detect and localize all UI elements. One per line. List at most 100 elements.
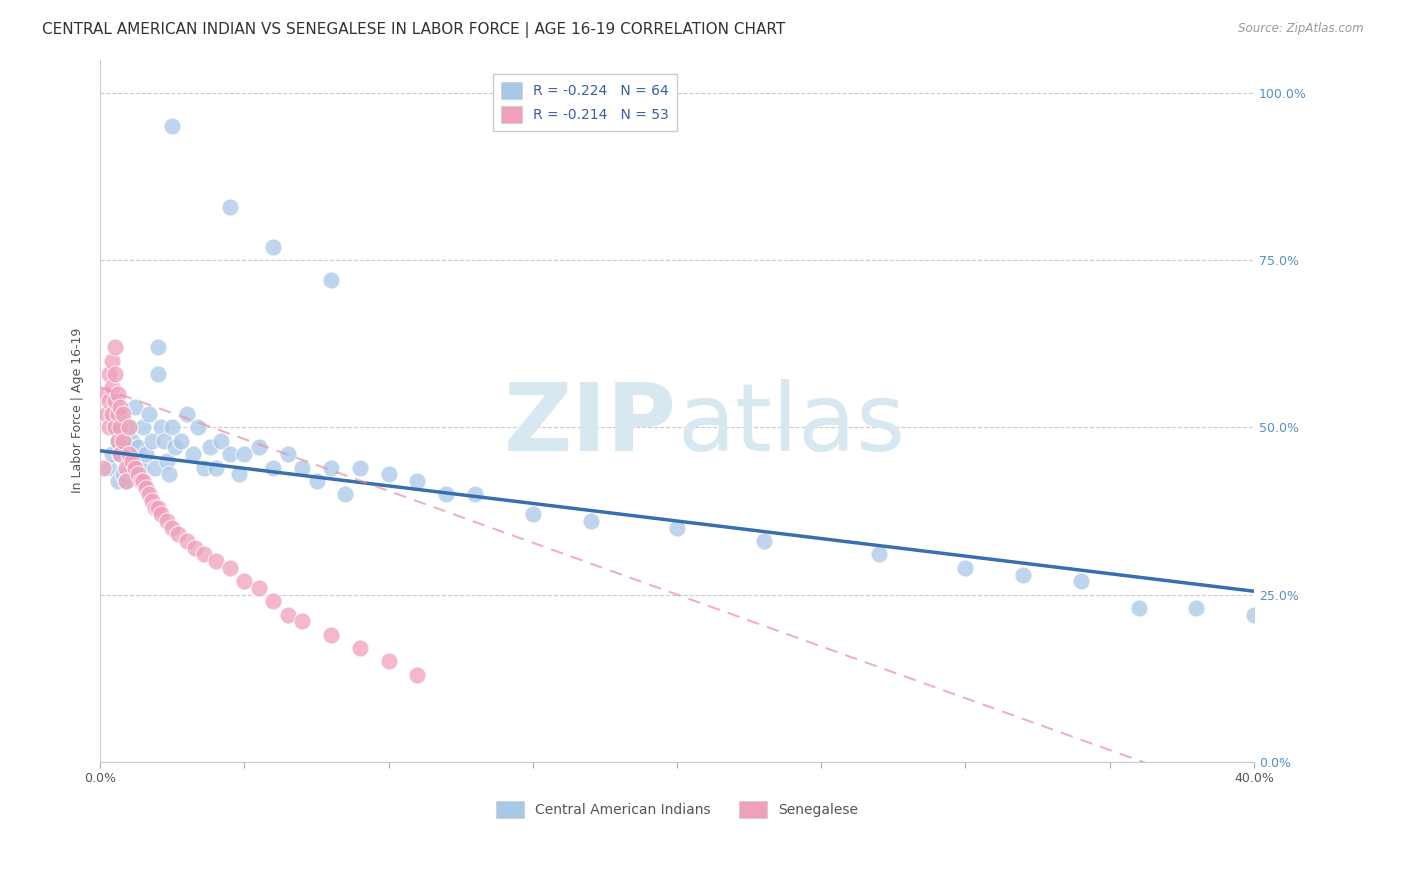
Point	[167, 527, 190, 541]
Point	[233, 447, 256, 461]
Point	[115, 441, 138, 455]
Point	[149, 508, 172, 522]
Point	[143, 500, 166, 515]
Point	[104, 420, 127, 434]
Point	[129, 474, 152, 488]
Point	[138, 407, 160, 421]
Point	[110, 407, 132, 421]
Point	[162, 521, 184, 535]
Point	[277, 607, 299, 622]
Point	[112, 427, 135, 442]
Point	[233, 574, 256, 589]
Point	[104, 420, 127, 434]
Point	[335, 487, 357, 501]
Point	[406, 668, 429, 682]
Point	[291, 460, 314, 475]
Point	[187, 420, 209, 434]
Point	[1128, 601, 1150, 615]
Point	[955, 561, 977, 575]
Point	[262, 460, 284, 475]
Point	[121, 434, 143, 448]
Text: Source: ZipAtlas.com: Source: ZipAtlas.com	[1239, 22, 1364, 36]
Point	[138, 487, 160, 501]
Point	[291, 615, 314, 629]
Point	[146, 500, 169, 515]
Point	[184, 541, 207, 555]
Point	[115, 460, 138, 475]
Point	[1070, 574, 1092, 589]
Legend: Central American Indians, Senegalese: Central American Indians, Senegalese	[489, 794, 865, 825]
Point	[94, 387, 117, 401]
Point	[118, 420, 141, 434]
Point	[209, 434, 232, 448]
Point	[1243, 607, 1265, 622]
Point	[170, 434, 193, 448]
Point	[127, 441, 149, 455]
Point	[107, 434, 129, 448]
Point	[666, 521, 689, 535]
Point	[349, 641, 371, 656]
Point	[165, 441, 187, 455]
Point	[247, 581, 270, 595]
Point	[112, 467, 135, 482]
Point	[247, 441, 270, 455]
Point	[118, 420, 141, 434]
Point	[159, 467, 181, 482]
Point	[97, 393, 120, 408]
Point	[146, 367, 169, 381]
Point	[434, 487, 457, 501]
Point	[349, 460, 371, 475]
Point	[94, 407, 117, 421]
Point	[319, 460, 342, 475]
Point	[406, 474, 429, 488]
Point	[91, 460, 114, 475]
Point	[124, 401, 146, 415]
Point	[124, 460, 146, 475]
Point	[141, 434, 163, 448]
Y-axis label: In Labor Force | Age 16-19: In Labor Force | Age 16-19	[72, 328, 84, 493]
Point	[112, 407, 135, 421]
Point	[204, 554, 226, 568]
Point	[143, 460, 166, 475]
Point	[132, 420, 155, 434]
Point	[110, 447, 132, 461]
Point	[1185, 601, 1208, 615]
Point	[121, 454, 143, 468]
Point	[132, 474, 155, 488]
Point	[100, 380, 122, 394]
Point	[107, 387, 129, 401]
Point	[112, 434, 135, 448]
Point	[228, 467, 250, 482]
Point	[97, 420, 120, 434]
Point	[135, 481, 157, 495]
Text: atlas: atlas	[678, 379, 905, 471]
Point	[176, 534, 198, 549]
Point	[110, 420, 132, 434]
Point	[135, 447, 157, 461]
Point	[100, 407, 122, 421]
Point	[110, 401, 132, 415]
Point	[262, 594, 284, 608]
Point	[305, 474, 328, 488]
Point	[219, 447, 242, 461]
Point	[118, 454, 141, 468]
Point	[104, 340, 127, 354]
Point	[464, 487, 486, 501]
Point	[193, 548, 215, 562]
Point	[319, 628, 342, 642]
Point	[1012, 567, 1035, 582]
Point	[152, 434, 174, 448]
Point	[176, 407, 198, 421]
Point	[319, 273, 342, 287]
Point	[97, 367, 120, 381]
Point	[104, 367, 127, 381]
Point	[868, 548, 890, 562]
Point	[377, 467, 399, 482]
Point	[522, 508, 544, 522]
Point	[104, 393, 127, 408]
Point	[155, 454, 177, 468]
Point	[141, 494, 163, 508]
Point	[110, 447, 132, 461]
Point	[193, 460, 215, 475]
Point	[107, 474, 129, 488]
